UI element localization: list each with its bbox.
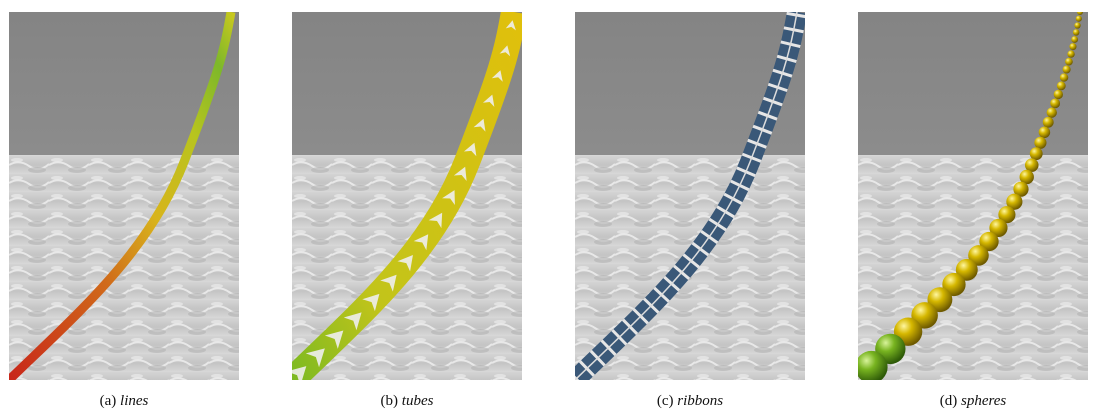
panel-caption-text: spheres	[961, 393, 1006, 409]
panel	[855, 9, 1088, 383]
sphere	[1067, 50, 1074, 57]
panel-label: (d)	[940, 393, 958, 409]
panel	[575, 12, 805, 380]
panel-caption-text: ribbons	[677, 393, 723, 409]
sphere	[1039, 127, 1051, 139]
sphere	[1077, 9, 1083, 15]
panel	[287, 12, 522, 386]
sphere	[1057, 81, 1066, 90]
panel-caption: (d) spheres	[940, 393, 1007, 409]
sphere	[1069, 43, 1076, 50]
sphere	[1076, 16, 1082, 22]
panel	[9, 12, 239, 380]
panel-caption-text: tubes	[402, 393, 434, 409]
sphere	[855, 351, 887, 383]
sky	[9, 12, 239, 155]
sky	[858, 12, 1088, 155]
sphere	[1063, 65, 1071, 73]
sphere	[1030, 147, 1043, 160]
sphere	[1034, 137, 1046, 149]
figure: (a) lines (b) tubes (c) ribbons (d) spheres	[0, 0, 1094, 417]
sphere	[1050, 98, 1060, 108]
sphere	[1060, 73, 1068, 81]
sphere	[1073, 29, 1080, 36]
panel-caption-text: lines	[120, 393, 148, 409]
panel-caption: (a) lines	[100, 393, 149, 409]
sphere	[1065, 58, 1073, 66]
panel-caption: (c) ribbons	[657, 393, 723, 409]
panel-label: (a)	[100, 393, 117, 409]
sphere	[1074, 22, 1080, 28]
panel-caption: (b) tubes	[381, 393, 434, 409]
panel-label: (b)	[381, 393, 399, 409]
panel-label: (c)	[657, 393, 674, 409]
sphere	[1071, 36, 1078, 43]
sphere	[1047, 107, 1057, 117]
sphere	[1054, 90, 1063, 99]
sphere	[1043, 117, 1054, 128]
